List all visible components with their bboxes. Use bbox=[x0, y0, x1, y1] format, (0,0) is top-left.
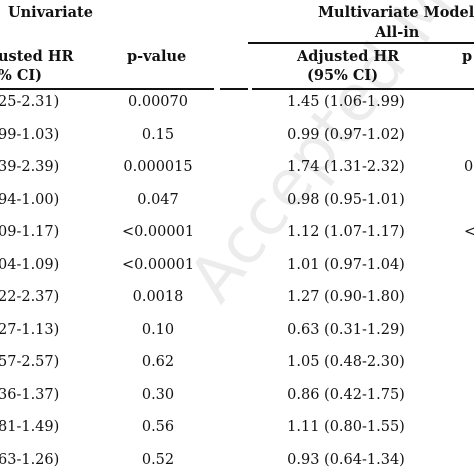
table-cell-univariate-p: 0.62 bbox=[141, 354, 175, 370]
header-bottom-rule-right bbox=[252, 88, 474, 90]
table-cell-adjusted-hr: 1.45 (1.06-1.99) bbox=[287, 94, 405, 110]
table-cell-univariate-ci: 94-1.00) bbox=[0, 192, 60, 208]
table-cell-univariate-p: 0.10 bbox=[141, 322, 175, 338]
table-cell-univariate-ci: 63-1.26) bbox=[0, 452, 60, 468]
table-cell-adjusted-hr: 0.86 (0.42-1.75) bbox=[287, 387, 405, 403]
table-cell-adjusted-hr: 1.01 (0.97-1.04) bbox=[287, 257, 405, 273]
table-cell-adjusted-hr: 0.93 (0.64-1.34) bbox=[287, 452, 405, 468]
table-cell-univariate-p: 0.0018 bbox=[132, 289, 184, 305]
multivariate-header: Multivariate Model bbox=[318, 4, 474, 21]
table-cell-adjusted-hr: 1.05 (0.48-2.30) bbox=[287, 354, 405, 370]
table-cell-right-edge: <( bbox=[464, 224, 474, 240]
table-cell-univariate-ci: 04-1.09) bbox=[0, 257, 60, 273]
table-cell-adjusted-hr: 1.11 (0.80-1.55) bbox=[287, 419, 405, 435]
adjusted-hr-left-header-line1: usted HR bbox=[0, 48, 74, 65]
adjusted-hr-right-header-line2: (95% CI) bbox=[307, 67, 379, 84]
header-bottom-rule-gap bbox=[220, 88, 248, 90]
table-cell-univariate-ci: 39-2.39) bbox=[0, 159, 60, 175]
table-cell-adjusted-hr: 1.12 (1.07-1.17) bbox=[287, 224, 405, 240]
table-cell-univariate-p: 0.15 bbox=[141, 127, 175, 143]
table-cell-univariate-ci: 27-1.13) bbox=[0, 322, 60, 338]
adjusted-hr-right-header-line1: Adjusted HR bbox=[297, 48, 400, 65]
table-cell-univariate-p: 0.000015 bbox=[123, 159, 193, 175]
table-cell-univariate-ci: 57-2.57) bbox=[0, 354, 60, 370]
table-cell-univariate-ci: 81-1.49) bbox=[0, 419, 60, 435]
table-cell-univariate-ci: 36-1.37) bbox=[0, 387, 60, 403]
table-cell-univariate-p: 0.30 bbox=[141, 387, 175, 403]
right-edge-p-header: p bbox=[462, 48, 473, 65]
table-cell-univariate-ci: 25-2.31) bbox=[0, 94, 60, 110]
p-value-header: p-value bbox=[127, 48, 187, 65]
table-cell-adjusted-hr: 0.99 (0.97-1.02) bbox=[287, 127, 405, 143]
multivariate-underline bbox=[248, 42, 474, 44]
header-bottom-rule-left bbox=[0, 88, 214, 90]
table-cell-right-edge: 0 bbox=[464, 159, 474, 175]
table-cell-univariate-p: 0.52 bbox=[141, 452, 175, 468]
table-cell-univariate-p: <0.00001 bbox=[121, 224, 195, 240]
adjusted-hr-left-header-line2: % CI) bbox=[0, 67, 43, 84]
table-cell-adjusted-hr: 0.98 (0.95-1.01) bbox=[287, 192, 405, 208]
table-cell-adjusted-hr: 0.63 (0.31-1.29) bbox=[287, 322, 405, 338]
all-in-header: All-in bbox=[375, 24, 420, 41]
table-cell-univariate-p: 0.047 bbox=[137, 192, 179, 208]
table-cell-univariate-p: <0.00001 bbox=[121, 257, 195, 273]
table-cell-univariate-p: 0.00070 bbox=[128, 94, 188, 110]
table-cell-univariate-ci: 99-1.03) bbox=[0, 127, 60, 143]
table-cell-univariate-p: 0.56 bbox=[141, 419, 175, 435]
table-cell-adjusted-hr: 1.27 (0.90-1.80) bbox=[287, 289, 405, 305]
table-cell-univariate-ci: 09-1.17) bbox=[0, 224, 60, 240]
table-cell-univariate-ci: 22-2.37) bbox=[0, 289, 60, 305]
univariate-header: Univariate bbox=[8, 4, 93, 21]
table-cell-adjusted-hr: 1.74 (1.31-2.32) bbox=[287, 159, 405, 175]
